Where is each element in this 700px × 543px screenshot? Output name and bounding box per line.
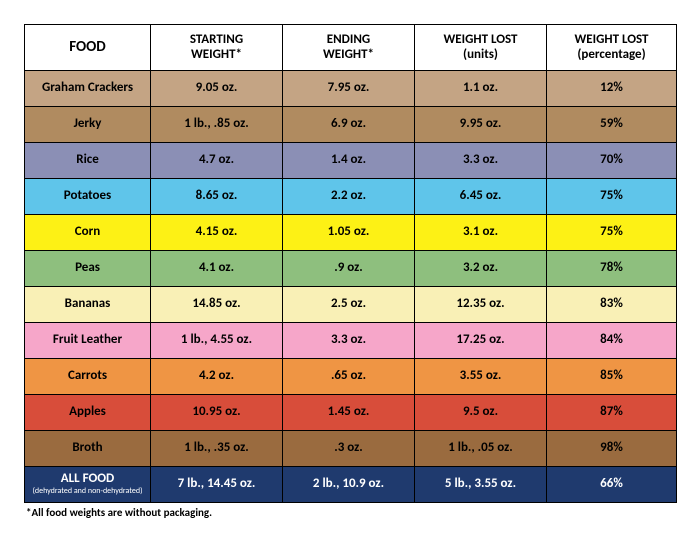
table-row: Graham Crackers9.05 oz.7.95 oz.1.1 oz.12… — [25, 71, 677, 107]
cell-value: 12.35 oz. — [415, 287, 547, 323]
cell-value: 75% — [547, 179, 677, 215]
cell-value: 17.25 oz. — [415, 323, 547, 359]
total-label: ALL FOOD — [61, 471, 114, 486]
cell-value: 3.3 oz. — [283, 323, 415, 359]
cell-value: 3.1 oz. — [415, 215, 547, 251]
table-row: Broth1 lb., .35 oz..3 oz.1 lb., .05 oz.9… — [25, 431, 677, 467]
col-ending: ENDINGWEIGHT* — [283, 25, 415, 71]
table-row: Apples10.95 oz.1.45 oz.9.5 oz.87% — [25, 395, 677, 431]
total-value: 7 lb., 14.45 oz. — [151, 467, 283, 503]
col-lost-units: WEIGHT LOST(units) — [415, 25, 547, 71]
table-row: Corn4.15 oz.1.05 oz.3.1 oz.75% — [25, 215, 677, 251]
cell-value: 7.95 oz. — [283, 71, 415, 107]
cell-food: Bananas — [25, 287, 151, 323]
table-row: Potatoes8.65 oz.2.2 oz.6.45 oz.75% — [25, 179, 677, 215]
cell-value: 12% — [547, 71, 677, 107]
cell-food: Corn — [25, 215, 151, 251]
col-food: FOOD — [25, 25, 151, 71]
cell-food: Carrots — [25, 359, 151, 395]
cell-value: 78% — [547, 251, 677, 287]
cell-value: 14.85 oz. — [151, 287, 283, 323]
footnote: *All food weights are without packaging. — [26, 506, 676, 519]
table-row: Carrots4.2 oz..65 oz.3.55 oz.85% — [25, 359, 677, 395]
cell-value: 1.4 oz. — [283, 143, 415, 179]
table-row: Jerky1 lb., .85 oz.6.9 oz.9.95 oz.59% — [25, 107, 677, 143]
cell-food: Rice — [25, 143, 151, 179]
cell-value: 84% — [547, 323, 677, 359]
cell-value: 9.05 oz. — [151, 71, 283, 107]
col-lost-pct: WEIGHT LOST(percentage) — [547, 25, 677, 71]
cell-value: 3.55 oz. — [415, 359, 547, 395]
cell-value: 1.45 oz. — [283, 395, 415, 431]
cell-food: Jerky — [25, 107, 151, 143]
cell-food: Broth — [25, 431, 151, 467]
cell-value: 70% — [547, 143, 677, 179]
cell-value: 98% — [547, 431, 677, 467]
cell-value: 2.5 oz. — [283, 287, 415, 323]
cell-food: Graham Crackers — [25, 71, 151, 107]
cell-value: 9.95 oz. — [415, 107, 547, 143]
cell-food: Apples — [25, 395, 151, 431]
cell-value: 4.2 oz. — [151, 359, 283, 395]
cell-value: 6.9 oz. — [283, 107, 415, 143]
cell-value: .9 oz. — [283, 251, 415, 287]
table-row: Fruit Leather1 lb., 4.55 oz.3.3 oz.17.25… — [25, 323, 677, 359]
cell-food: Fruit Leather — [25, 323, 151, 359]
cell-value: 4.15 oz. — [151, 215, 283, 251]
total-sublabel: (dehydrated and non-dehydrated) — [25, 487, 150, 496]
cell-value: 4.7 oz. — [151, 143, 283, 179]
cell-value: 2.2 oz. — [283, 179, 415, 215]
cell-value: 3.2 oz. — [415, 251, 547, 287]
cell-value: 1 lb., 4.55 oz. — [151, 323, 283, 359]
total-label-cell: ALL FOOD(dehydrated and non-dehydrated) — [25, 467, 151, 503]
cell-value: 10.95 oz. — [151, 395, 283, 431]
cell-value: 4.1 oz. — [151, 251, 283, 287]
cell-value: 9.5 oz. — [415, 395, 547, 431]
cell-value: 1.05 oz. — [283, 215, 415, 251]
cell-value: 6.45 oz. — [415, 179, 547, 215]
cell-value: 1 lb., .05 oz. — [415, 431, 547, 467]
dehydration-table: FOOD STARTINGWEIGHT* ENDINGWEIGHT* WEIGH… — [24, 24, 677, 503]
table-row: Bananas14.85 oz.2.5 oz.12.35 oz.83% — [25, 287, 677, 323]
total-row: ALL FOOD(dehydrated and non-dehydrated)7… — [25, 467, 677, 503]
cell-food: Peas — [25, 251, 151, 287]
cell-value: 83% — [547, 287, 677, 323]
table-row: Peas4.1 oz..9 oz.3.2 oz.78% — [25, 251, 677, 287]
cell-value: 75% — [547, 215, 677, 251]
cell-value: 1.1 oz. — [415, 71, 547, 107]
cell-food: Potatoes — [25, 179, 151, 215]
cell-value: .65 oz. — [283, 359, 415, 395]
cell-value: 1 lb., .85 oz. — [151, 107, 283, 143]
cell-value: 3.3 oz. — [415, 143, 547, 179]
cell-value: 87% — [547, 395, 677, 431]
total-value: 66% — [547, 467, 677, 503]
cell-value: 59% — [547, 107, 677, 143]
cell-value: 85% — [547, 359, 677, 395]
cell-value: 1 lb., .35 oz. — [151, 431, 283, 467]
total-value: 2 lb., 10.9 oz. — [283, 467, 415, 503]
cell-value: 8.65 oz. — [151, 179, 283, 215]
header-row: FOOD STARTINGWEIGHT* ENDINGWEIGHT* WEIGH… — [25, 25, 677, 71]
total-value: 5 lb., 3.55 oz. — [415, 467, 547, 503]
table-row: Rice4.7 oz.1.4 oz.3.3 oz.70% — [25, 143, 677, 179]
col-starting: STARTINGWEIGHT* — [151, 25, 283, 71]
cell-value: .3 oz. — [283, 431, 415, 467]
